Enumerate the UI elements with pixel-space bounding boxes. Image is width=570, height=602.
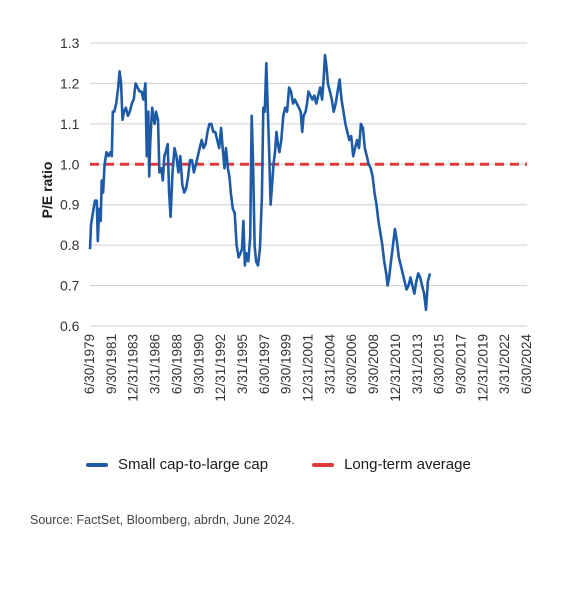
source-note: Source: FactSet, Bloomberg, abrdn, June …	[30, 513, 295, 527]
x-tick-label: 6/30/2024	[519, 334, 534, 395]
x-tick-label: 6/30/1997	[257, 334, 272, 394]
y-axis-ticks: 1.3 1.2 1.1 1.0 0.9 0.8 0.7 0.6	[60, 35, 80, 334]
x-tick-label: 9/30/1990	[191, 334, 206, 394]
x-tick-label: 9/30/1981	[104, 334, 119, 394]
x-tick-label: 3/31/2013	[410, 334, 425, 394]
x-tick-label: 3/31/1995	[235, 334, 250, 394]
y-tick-label: 0.7	[60, 278, 80, 294]
x-tick-label: 6/30/1979	[82, 334, 97, 394]
x-tick-label: 6/30/2006	[344, 334, 359, 394]
y-tick-label: 0.6	[60, 318, 80, 334]
x-tick-label: 3/31/2004	[322, 334, 337, 395]
series-line	[88, 53, 432, 312]
y-tick-label: 1.1	[60, 116, 80, 132]
gridlines	[90, 42, 527, 327]
x-tick-label: 12/31/1992	[213, 334, 228, 402]
x-tick-label: 6/30/1988	[169, 334, 184, 394]
x-tick-label: 12/31/2019	[475, 334, 490, 402]
x-tick-label: 9/30/2008	[366, 334, 381, 394]
y-tick-label: 1.2	[60, 75, 80, 91]
x-tick-label: 12/31/2010	[388, 334, 403, 402]
y-tick-label: 1.0	[60, 156, 80, 172]
legend-item-small-cap: Small cap-to-large cap	[86, 456, 268, 473]
legend-label: Long-term average	[344, 456, 471, 473]
x-tick-label: 9/30/2017	[453, 334, 468, 394]
legend-label: Small cap-to-large cap	[118, 456, 269, 473]
y-tick-label: 0.8	[60, 237, 80, 253]
line-chart: 1.3 1.2 1.1 1.0 0.9 0.8 0.7 0.6 P/E ratio 6/30/…	[39, 35, 534, 402]
y-axis-label: P/E ratio	[39, 162, 55, 219]
x-tick-label: 12/31/2001	[301, 334, 316, 402]
x-tick-label: 3/31/2022	[497, 334, 512, 394]
x-tick-label: 6/30/2015	[432, 334, 447, 394]
y-tick-label: 0.9	[60, 197, 80, 213]
x-axis-ticks: 6/30/1979 9/30/1981 12/31/1983 3/31/1986 6/3…	[82, 334, 534, 402]
small-cap-to-large-cap-line	[88, 53, 432, 312]
x-tick-label: 3/31/1986	[148, 334, 163, 394]
x-tick-label: 12/31/1983	[126, 334, 141, 402]
legend-item-average: Long-term average	[312, 456, 471, 473]
legend: Small cap-to-large cap Long-term average	[86, 456, 471, 473]
legend-swatch-red	[312, 462, 335, 467]
legend-swatch-blue	[86, 462, 108, 467]
y-tick-label: 1.3	[60, 35, 80, 51]
x-tick-label: 9/30/1999	[279, 334, 294, 394]
